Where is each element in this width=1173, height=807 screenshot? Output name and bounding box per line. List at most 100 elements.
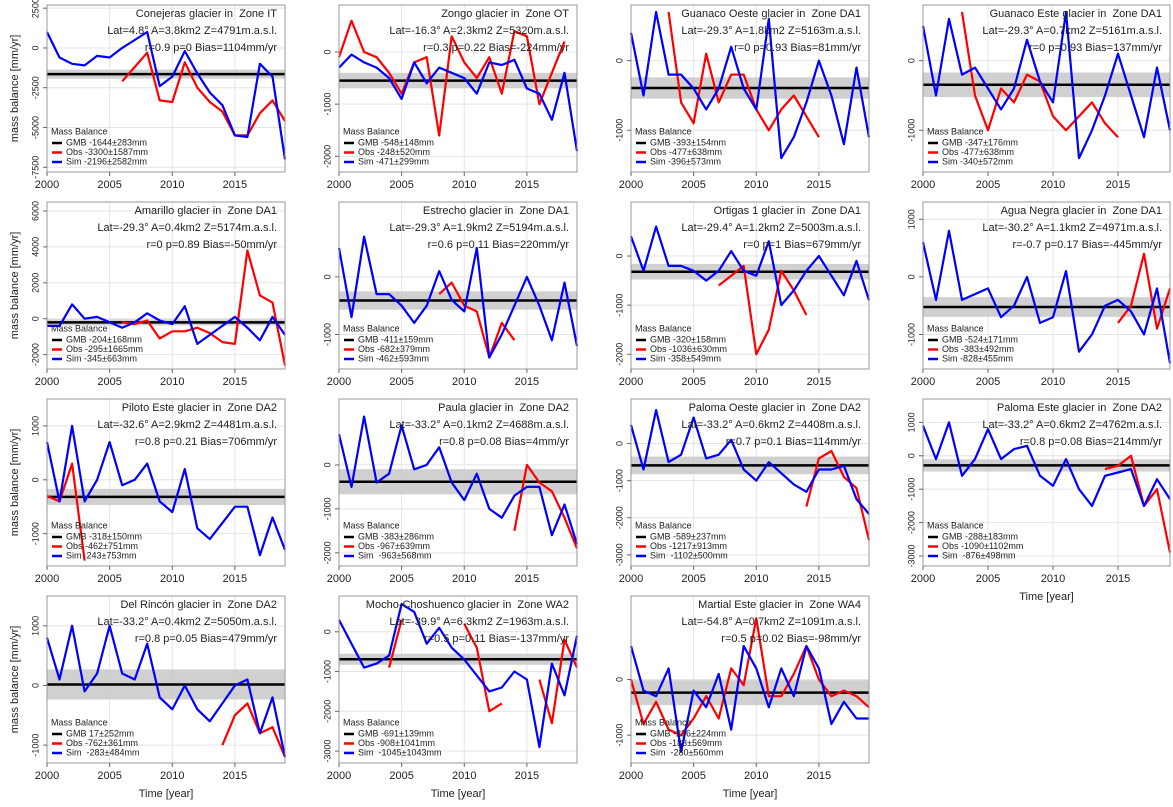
plot-frame xyxy=(922,398,1171,567)
legend-label: Obs -248±520mm xyxy=(358,147,430,157)
plot-background xyxy=(631,202,869,369)
series-line xyxy=(438,281,516,359)
y-tick-label: 0 xyxy=(322,49,332,54)
panel-info: Lat=-32.6° A=2.9km2 Z=4481m.a.s.l. xyxy=(97,419,277,431)
legend-label: Sim -340±572mm xyxy=(942,156,1013,166)
y-tick-label: -7500 xyxy=(30,156,40,179)
series-line xyxy=(338,602,579,749)
x-tick-label: 2010 xyxy=(452,770,476,782)
x-axis-label: Time [year] xyxy=(431,788,486,800)
y-axis-label: mass balance [mm/yr] xyxy=(9,429,21,537)
y-tick-label: -2000 xyxy=(322,541,332,564)
y-axis-label: mass balance [mm/yr] xyxy=(9,232,21,340)
x-tick-label: 2015 xyxy=(807,573,831,585)
plot-frame xyxy=(630,4,870,173)
y-tick-label: -1000 xyxy=(322,323,332,346)
panel-title: Paloma Oeste glacier in Zone DA2 xyxy=(689,402,861,414)
series-line xyxy=(337,415,579,545)
legend-label: Sim 243±753mm xyxy=(66,550,136,560)
series-line xyxy=(46,30,287,160)
y-tick-label: -1000 xyxy=(614,724,624,747)
plot-frame xyxy=(46,201,286,370)
legend-label: Sim -358±549mm xyxy=(650,353,721,363)
y-tick-label: -2000 xyxy=(322,145,332,168)
x-tick-label: 2015 xyxy=(1106,179,1130,191)
series-line xyxy=(629,617,870,737)
panel-info: Lat=-16.3° A=2.3km2 Z=5320m.a.s.l. xyxy=(389,25,569,37)
y-tick-label: 0 xyxy=(322,274,332,279)
x-tick-label: 2005 xyxy=(389,770,413,782)
series-line xyxy=(718,264,808,356)
y-tick-label: 2000 xyxy=(30,273,40,293)
series-line xyxy=(47,303,286,345)
y-tick-label: 0 xyxy=(322,462,332,467)
x-tick-label: 2015 xyxy=(807,770,831,782)
y-tick-label: -2000 xyxy=(30,343,40,366)
plot-frame xyxy=(46,4,286,173)
panel-info: Lat=-29.3° A=0.7km2 Z=5161m.a.s.l. xyxy=(982,25,1162,37)
plot-background xyxy=(923,202,1170,369)
legend-title: Mass Balance xyxy=(635,520,692,530)
legend-label: Sim -963±568mm xyxy=(358,550,431,560)
x-tick-label: 2005 xyxy=(97,573,121,585)
series-line xyxy=(629,409,870,515)
legend-title: Mass Balance xyxy=(927,520,984,530)
panel-title: Paloma Este glacier in Zone DA2 xyxy=(997,402,1162,414)
x-tick-label: 2015 xyxy=(223,376,247,388)
x-tick-label: 2000 xyxy=(35,179,59,191)
y-tick-label: -2000 xyxy=(614,343,624,366)
legend-label: Sim -2196±2582mm xyxy=(66,156,147,166)
series-line xyxy=(513,463,579,549)
plot-frame xyxy=(922,4,1171,173)
series-line xyxy=(337,235,579,359)
plot-background xyxy=(47,202,285,369)
plot-background xyxy=(47,399,285,566)
y-tick-label: 0 xyxy=(906,274,916,279)
legend-title: Mass Balance xyxy=(343,323,400,333)
panel-title: Conejeras glacier in Zone IT xyxy=(136,8,278,20)
plot-frame xyxy=(46,595,286,764)
x-axis-label: Time [year] xyxy=(723,788,778,800)
x-tick-label: 2010 xyxy=(160,179,184,191)
panel-info: Lat=-33.2° A=0.6km2 Z=4408m.a.s.l. xyxy=(681,419,861,431)
legend-label: GMB -589±237mm xyxy=(650,531,726,541)
x-tick-label: 2005 xyxy=(97,770,121,782)
series-line xyxy=(45,424,287,557)
panel-title: Mocho-Choshuenco glacier in Zone WA2 xyxy=(366,599,569,611)
y-tick-label: 0 xyxy=(30,477,40,482)
legend-label: Obs -462±751mm xyxy=(66,541,138,551)
legend-title: Mass Balance xyxy=(51,126,108,136)
series-line xyxy=(45,624,287,758)
x-tick-label: 2015 xyxy=(1106,376,1130,388)
panel-title: Piloto Este glacier in Zone DA2 xyxy=(122,402,277,414)
panel-title: Guanaco Oeste glacier in Zone DA1 xyxy=(681,8,861,20)
x-tick-label: 2005 xyxy=(389,179,413,191)
y-tick-label: -1000 xyxy=(614,469,624,492)
y-tick-label: 0 xyxy=(614,58,624,63)
y-tick-label: -3000 xyxy=(322,740,332,763)
legend-label: GMB -691±139mm xyxy=(358,728,434,738)
y-tick-label: -2000 xyxy=(906,511,916,534)
panel-info: Lat=-29.4° A=1.2km2 Z=5003m.a.s.l. xyxy=(681,222,861,234)
y-tick-label: -1000 xyxy=(614,119,624,142)
panel-stats: r=0.5 p=0.11 Bias=-137mm/yr xyxy=(424,633,569,645)
plot-frame xyxy=(46,398,286,567)
legend-label: GMB -548±148mm xyxy=(358,137,434,147)
y-tick-label: -5000 xyxy=(30,116,40,139)
x-tick-label: 2005 xyxy=(976,573,1000,585)
panel-info: Lat=-29.3° A=1.9km2 Z=5194m.a.s.l. xyxy=(389,222,569,234)
y-tick-label: 0 xyxy=(30,45,40,50)
x-axis-label: Time [year] xyxy=(139,788,194,800)
x-tick-label: 2010 xyxy=(744,770,768,782)
panel-info: Lat=-33.2° A=0.6km2 Z=4762m.a.s.l. xyxy=(982,419,1162,431)
panel-title: Del Rincón glacier in Zone DA2 xyxy=(120,599,277,611)
y-tick-label: 1000 xyxy=(30,616,40,636)
legend-label: GMB -1644±283mm xyxy=(66,137,147,147)
y-tick-label: -1000 xyxy=(322,93,332,116)
x-tick-label: 2000 xyxy=(619,376,643,388)
plot-frame xyxy=(630,398,870,567)
panel-stats: r=0.3 p=0.22 Bias=-224mm/yr xyxy=(423,42,569,54)
y-tick-label: -1000 xyxy=(906,323,916,346)
y-tick-label: 0 xyxy=(30,316,40,321)
panel-title: Ortigas 1 glacier in Zone DA1 xyxy=(714,205,861,217)
